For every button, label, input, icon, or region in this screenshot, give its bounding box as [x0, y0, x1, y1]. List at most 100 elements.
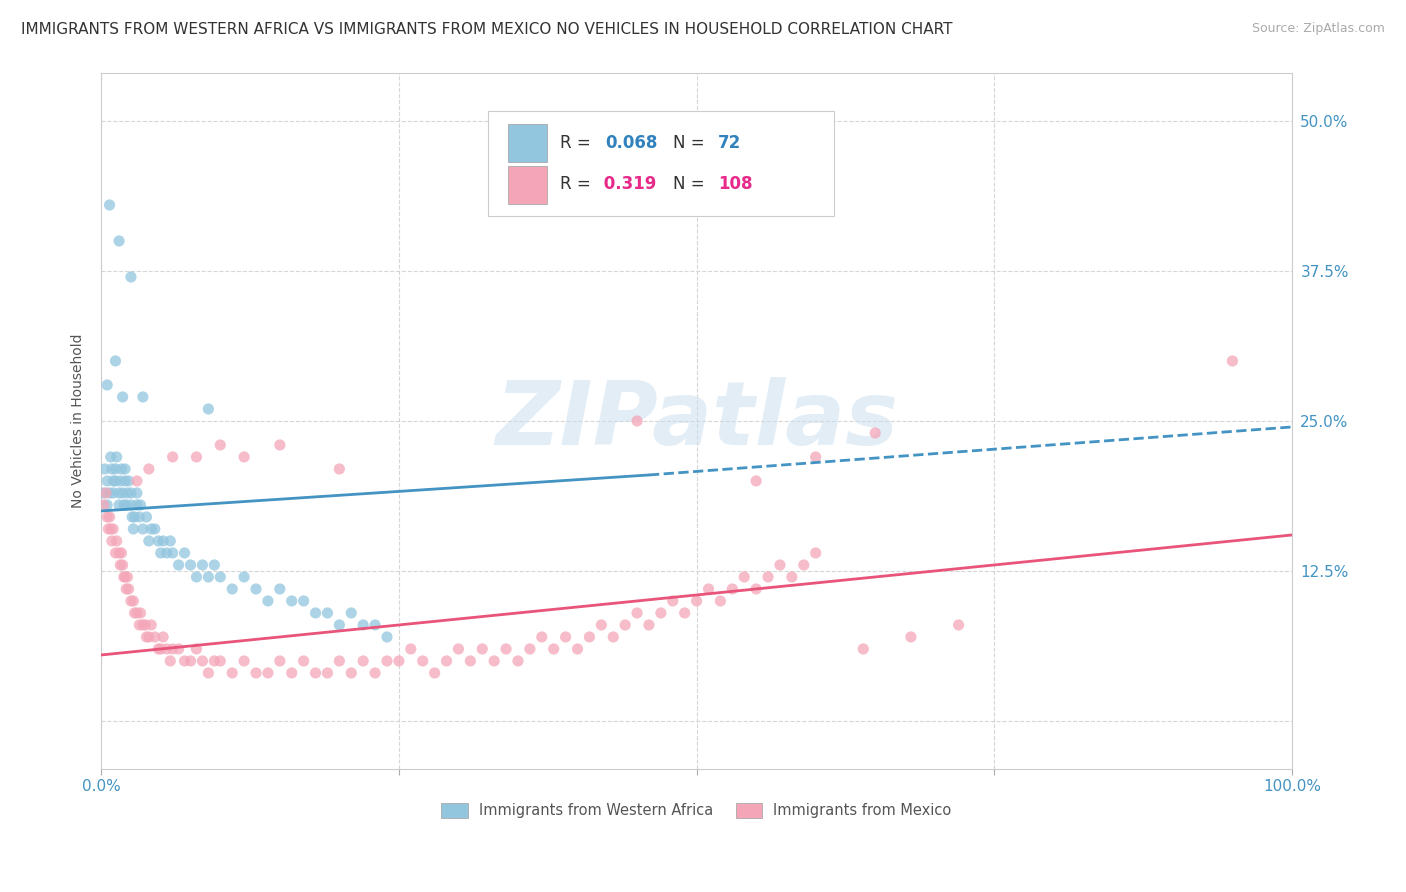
Point	[124, 606, 146, 620]
Point	[233, 450, 256, 464]
Point	[134, 618, 156, 632]
Point	[191, 558, 214, 572]
Point	[269, 654, 291, 668]
Point	[117, 582, 139, 596]
Point	[125, 474, 148, 488]
Point	[148, 642, 170, 657]
Text: 72: 72	[718, 134, 741, 152]
Point	[120, 594, 142, 608]
Point	[110, 462, 132, 476]
Point	[202, 558, 225, 572]
Point	[745, 474, 768, 488]
Point	[152, 533, 174, 548]
Point	[245, 582, 267, 596]
Point	[115, 582, 138, 596]
Point	[460, 654, 482, 668]
Text: N =: N =	[673, 134, 710, 152]
Point	[97, 522, 120, 536]
Text: 0.319: 0.319	[598, 176, 657, 194]
Point	[125, 486, 148, 500]
Point	[100, 522, 122, 536]
Point	[108, 486, 131, 500]
Point	[156, 642, 179, 657]
Point	[143, 630, 166, 644]
Point	[340, 606, 363, 620]
Point	[101, 474, 124, 488]
Point	[115, 498, 138, 512]
Text: ZIPatlas: ZIPatlas	[495, 377, 898, 465]
Point	[117, 474, 139, 488]
Point	[316, 665, 339, 680]
Point	[1222, 354, 1244, 368]
Point	[221, 582, 243, 596]
Point	[105, 450, 128, 464]
Point	[149, 546, 172, 560]
Point	[94, 486, 117, 500]
Point	[141, 618, 163, 632]
Point	[804, 546, 827, 560]
Point	[114, 462, 136, 476]
Text: R =: R =	[560, 134, 596, 152]
Point	[471, 642, 494, 657]
Point	[112, 498, 135, 512]
Point	[423, 665, 446, 680]
Point	[105, 533, 128, 548]
Point	[110, 474, 132, 488]
Point	[104, 546, 127, 560]
Point	[132, 618, 155, 632]
FancyBboxPatch shape	[488, 112, 834, 216]
Point	[167, 642, 190, 657]
Point	[233, 654, 256, 668]
Point	[173, 546, 195, 560]
Point	[650, 606, 672, 620]
Point	[120, 498, 142, 512]
Text: R =: R =	[560, 176, 596, 194]
Point	[328, 618, 350, 632]
Text: Source: ZipAtlas.com: Source: ZipAtlas.com	[1251, 22, 1385, 36]
Point	[685, 594, 707, 608]
Point	[673, 606, 696, 620]
Point	[180, 654, 202, 668]
Point	[257, 665, 280, 680]
Point	[108, 498, 131, 512]
Point	[863, 425, 886, 440]
Point	[108, 234, 131, 248]
Point	[129, 606, 152, 620]
Point	[543, 642, 565, 657]
Point	[900, 630, 922, 644]
Point	[104, 474, 127, 488]
Text: IMMIGRANTS FROM WESTERN AFRICA VS IMMIGRANTS FROM MEXICO NO VEHICLES IN HOUSEHOL: IMMIGRANTS FROM WESTERN AFRICA VS IMMIGR…	[21, 22, 953, 37]
Point	[602, 630, 624, 644]
Point	[745, 582, 768, 596]
Point	[125, 498, 148, 512]
Point	[257, 594, 280, 608]
Point	[148, 533, 170, 548]
Point	[98, 510, 121, 524]
Point	[197, 401, 219, 416]
Text: 0.068: 0.068	[605, 134, 657, 152]
Point	[375, 654, 398, 668]
Point	[108, 546, 131, 560]
Point	[143, 522, 166, 536]
Point	[162, 450, 184, 464]
Point	[186, 570, 208, 584]
Point	[399, 642, 422, 657]
Point	[100, 450, 122, 464]
Point	[697, 582, 720, 596]
Point	[375, 630, 398, 644]
Point	[412, 654, 434, 668]
Point	[104, 462, 127, 476]
Point	[233, 570, 256, 584]
Point	[135, 510, 157, 524]
Point	[96, 510, 118, 524]
Point	[138, 462, 160, 476]
FancyBboxPatch shape	[509, 124, 547, 162]
Point	[124, 510, 146, 524]
Point	[156, 546, 179, 560]
Point	[120, 486, 142, 500]
Point	[162, 546, 184, 560]
Point	[482, 654, 505, 668]
Point	[122, 522, 145, 536]
Point	[780, 570, 803, 584]
Point	[221, 665, 243, 680]
